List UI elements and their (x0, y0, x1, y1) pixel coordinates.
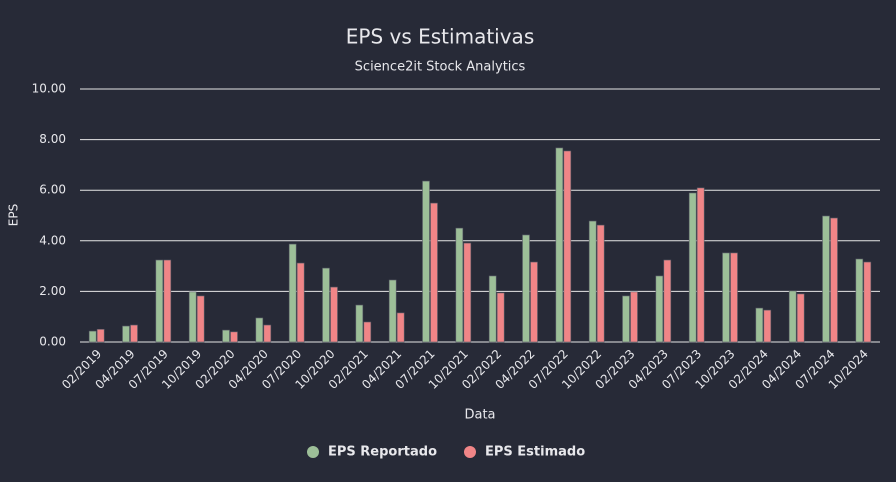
bar (663, 259, 672, 343)
bar (188, 291, 197, 343)
bar (488, 275, 497, 343)
bar (588, 220, 597, 343)
y-tick-label: 8.00 (39, 132, 66, 146)
bar (88, 330, 97, 343)
bar (155, 259, 164, 343)
bar (296, 262, 305, 343)
y-tick-label: 0.00 (39, 335, 66, 349)
bar (596, 224, 605, 343)
bar (863, 261, 872, 343)
legend-marker (464, 446, 476, 458)
bar (130, 324, 138, 343)
y-tick-label: 2.00 (39, 284, 66, 298)
bar (722, 252, 730, 343)
chart-title: EPS vs Estimativas (346, 25, 534, 49)
bar (855, 258, 864, 343)
bar (288, 243, 297, 343)
bar (788, 290, 797, 343)
y-axis-label: EPS (7, 204, 21, 226)
bar (555, 147, 564, 343)
bar (396, 312, 405, 343)
bar (830, 217, 838, 343)
bar (430, 202, 438, 343)
bar (622, 295, 630, 343)
bar (196, 295, 205, 343)
y-tick-label: 10.00 (32, 82, 66, 96)
bar (263, 324, 272, 343)
bar (630, 291, 638, 343)
bar (422, 180, 430, 343)
bar (330, 286, 338, 343)
bar (688, 192, 697, 343)
bar (230, 331, 238, 343)
bar (522, 234, 530, 343)
bar (822, 215, 830, 343)
legend-label: EPS Reportado (328, 445, 437, 460)
bar (255, 317, 264, 343)
bar (496, 292, 505, 343)
bar (363, 321, 372, 343)
y-tick-label: 6.00 (39, 183, 66, 197)
bar (122, 325, 130, 343)
x-axis-label: Data (464, 408, 495, 423)
bar (355, 304, 364, 343)
bar (796, 293, 805, 343)
bar (222, 329, 230, 343)
legend-marker (307, 446, 319, 458)
bar (655, 275, 664, 343)
chart-subtitle: Science2it Stock Analytics (355, 60, 526, 75)
bar (755, 307, 764, 343)
bar (322, 267, 330, 343)
bar (696, 187, 705, 343)
legend-label: EPS Estimado (485, 445, 585, 460)
bar (463, 242, 472, 343)
bar (455, 227, 464, 343)
bar (563, 150, 572, 343)
bar (730, 252, 738, 343)
bar (163, 259, 172, 343)
bar (96, 329, 105, 343)
y-tick-label: 4.00 (39, 233, 66, 247)
bar (530, 261, 538, 343)
bar (388, 279, 397, 343)
bar (763, 309, 772, 343)
